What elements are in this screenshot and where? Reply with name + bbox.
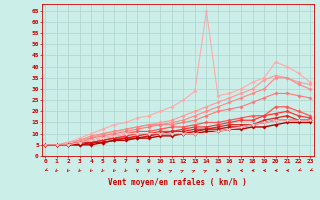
X-axis label: Vent moyen/en rafales ( km/h ): Vent moyen/en rafales ( km/h ) xyxy=(108,178,247,187)
